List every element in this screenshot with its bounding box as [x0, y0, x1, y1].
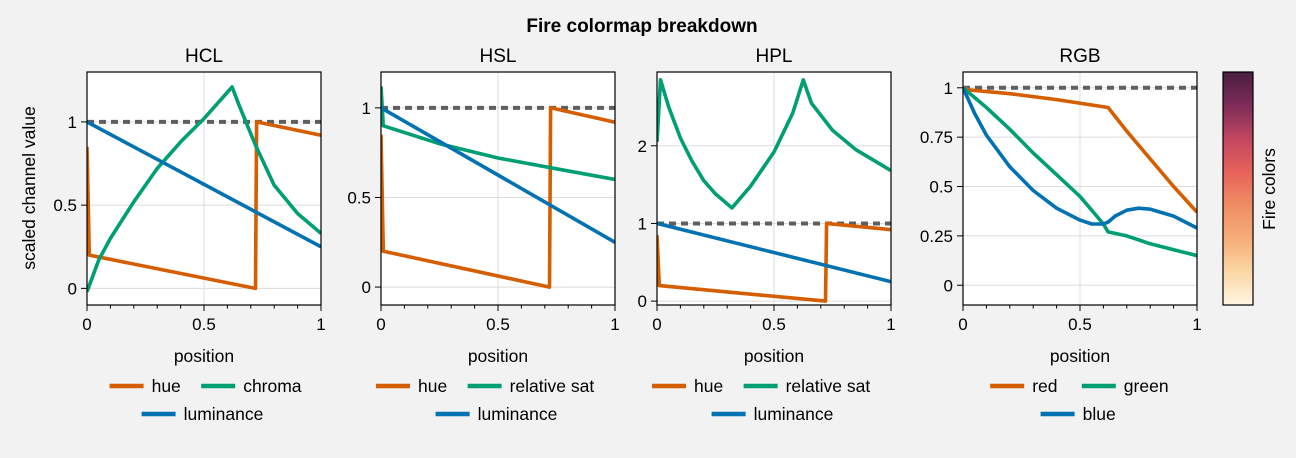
legend-label: hue — [152, 376, 181, 396]
colorbar-gradient — [1222, 71, 1254, 306]
x-tick-label: 1 — [316, 315, 325, 334]
legend-label: hue — [694, 376, 723, 396]
x-tick-label: 0.5 — [192, 315, 216, 334]
y-tick-label: 0.5 — [929, 178, 953, 197]
y-tick-label: 1 — [638, 214, 647, 233]
panel-title: RGB — [1059, 46, 1100, 67]
x-tick-label: 1 — [886, 315, 895, 334]
y-tick-label: 2 — [638, 137, 647, 156]
series-line-hue — [657, 221, 891, 303]
y-tick-label: 0.5 — [53, 196, 77, 215]
series-line-blue — [963, 87, 1197, 230]
x-tick-label: 0.5 — [1068, 315, 1092, 334]
y-tick-label: 1 — [68, 113, 77, 132]
x-tick-label: 0.5 — [762, 315, 786, 334]
series-line-red — [963, 86, 1197, 214]
plot-frame — [380, 71, 616, 306]
x-tick-label: 0.5 — [486, 315, 510, 334]
panel-title: HSL — [480, 46, 517, 67]
legend-label: red — [1032, 376, 1057, 396]
y-tick-label: 0.25 — [920, 227, 953, 246]
panel-title: HPL — [756, 46, 793, 67]
x-tick-label: 0 — [958, 315, 967, 334]
legend-label: luminance — [754, 404, 834, 424]
series-line-luminance — [87, 120, 321, 249]
x-axis-label: position — [468, 346, 528, 366]
x-axis-label: position — [744, 346, 804, 366]
legend-label: green — [1124, 376, 1169, 396]
plot-frame — [86, 71, 322, 306]
series-line-hue — [381, 106, 615, 289]
y-tick-label: 0.75 — [920, 128, 953, 147]
panel-hsl: 0 0.5 1 0 0.5 1 HSL position hue relative sat lumi… — [347, 46, 619, 424]
legend-label: luminance — [478, 404, 558, 424]
legend-label: relative sat — [510, 376, 595, 396]
panel-hcl: 0 0.5 1 0 0.5 1 HCL position hue chroma luminance — [53, 46, 325, 424]
y-tick-label: 0 — [638, 292, 647, 311]
x-tick-label: 0 — [376, 315, 385, 334]
y-tick-label: 0 — [362, 278, 371, 297]
x-tick-label: 0 — [82, 315, 91, 334]
panel-hpl: 0 0.5 1 0 1 2 HPL position hue relative sat lumina… — [638, 46, 896, 424]
series-line-luminance — [381, 106, 615, 244]
legend: hue chroma luminance — [109, 376, 302, 424]
y-tick-label: 1 — [944, 79, 953, 98]
series-line-chroma — [87, 85, 321, 293]
y-axis-label: scaled channel value — [19, 106, 39, 269]
legend-label: hue — [418, 376, 447, 396]
legend-label: blue — [1083, 404, 1116, 424]
panel-title: HCL — [185, 46, 223, 67]
y-tick-label: 0.5 — [347, 188, 371, 207]
y-tick-label: 0 — [68, 279, 77, 298]
legend-label: luminance — [184, 404, 264, 424]
x-axis-label: position — [1050, 346, 1110, 366]
legend-label: relative sat — [786, 376, 871, 396]
y-tick-label: 0 — [944, 276, 953, 295]
panel-rgb: 0 0.5 1 0 0.25 0.5 0.75 1 RGB position red green blu… — [920, 46, 1202, 424]
series-line-relative-sat — [381, 86, 615, 182]
series-line-green — [963, 86, 1197, 258]
y-tick-label: 1 — [362, 99, 371, 118]
series-line-luminance — [657, 221, 891, 284]
x-tick-label: 0 — [652, 315, 661, 334]
series-line-relative-sat — [657, 78, 891, 210]
x-axis-label: position — [174, 346, 234, 366]
plot-frame — [962, 71, 1198, 306]
legend: hue relative sat luminance — [376, 376, 594, 424]
legend: red green blue — [990, 376, 1169, 424]
plot-frame — [656, 71, 892, 306]
legend-label: chroma — [243, 376, 302, 396]
x-tick-label: 1 — [610, 315, 619, 334]
series-line-hue — [87, 120, 321, 291]
x-tick-label: 1 — [1192, 315, 1201, 334]
colorbar-label: Fire colors — [1259, 148, 1279, 230]
colorbar: Fire colors — [1222, 71, 1279, 306]
figure-title: Fire colormap breakdown — [526, 16, 757, 37]
legend: hue relative sat luminance — [652, 376, 870, 424]
